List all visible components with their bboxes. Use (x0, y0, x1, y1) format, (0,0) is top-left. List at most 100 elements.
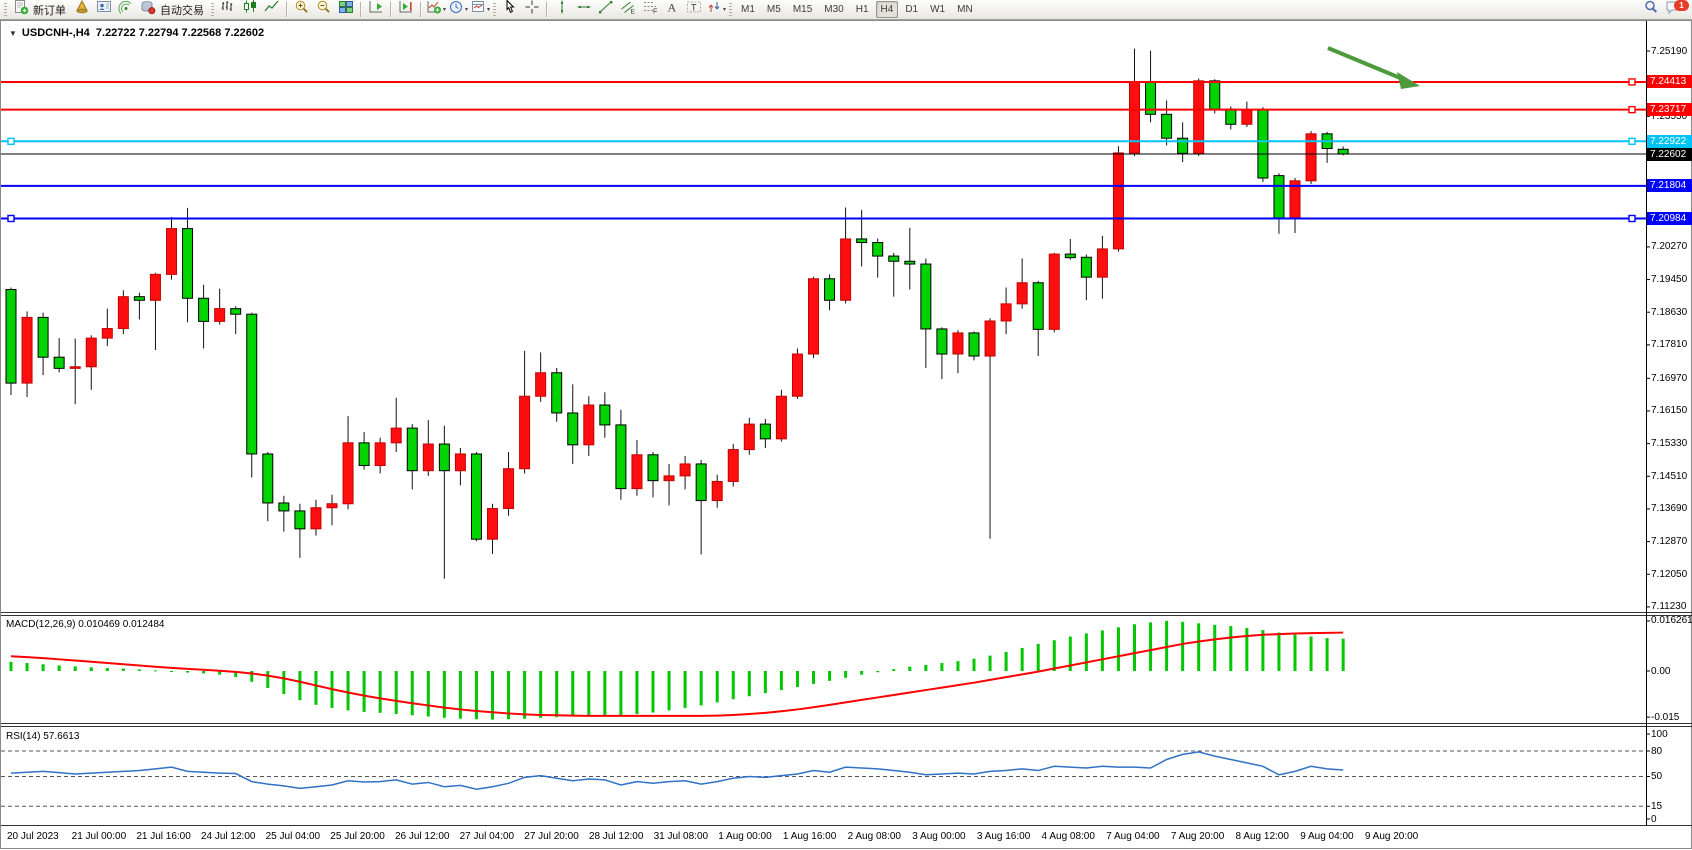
arrow-annotation[interactable] (1327, 46, 1420, 89)
line-handle[interactable] (7, 214, 15, 223)
search-button[interactable] (1640, 0, 1662, 19)
candle (535, 372, 547, 397)
rsi-axis-tick: 80 (1651, 745, 1663, 757)
candle (567, 412, 579, 446)
macd-histogram-bar (779, 671, 783, 691)
line-handle[interactable] (1628, 105, 1636, 114)
candle (1000, 303, 1012, 322)
indicators-button[interactable]: ▾ (425, 1, 447, 19)
time-axis-label: 9 Aug 20:00 (1364, 831, 1419, 842)
macd-histogram-bar (234, 671, 238, 678)
price-tag: 7.20984 (1647, 211, 1692, 225)
macd-histogram-bar (1261, 630, 1265, 671)
chart-title: ▼ USDCNH-,H4 7.22722 7.22794 7.22568 7.22… (9, 27, 264, 39)
rsi-axis-tick: 100 (1651, 728, 1668, 740)
timeframe-d1-button[interactable]: D1 (905, 4, 919, 15)
price-tag: 7.22922 (1647, 134, 1692, 148)
candle (1241, 109, 1253, 125)
candle (262, 453, 274, 504)
rsi-line (10, 751, 1344, 791)
macd-histogram-bar (1084, 633, 1088, 671)
macd-histogram-bar (1229, 626, 1233, 671)
timeframe-w1-button[interactable]: W1 (930, 4, 946, 15)
candle (727, 449, 739, 482)
fibonacci-icon: F (642, 0, 658, 20)
candle (647, 454, 659, 482)
timeframe-m15-button[interactable]: M15 (792, 4, 813, 15)
chevron-down-icon[interactable]: ▾ (722, 7, 726, 13)
bar-chart-button[interactable] (217, 1, 239, 19)
templates-button[interactable]: ▾ (469, 1, 491, 19)
timeframe-h4-button[interactable]: H4 (875, 1, 899, 18)
crosshair-button[interactable] (521, 0, 543, 19)
macd-histogram-bar (940, 663, 944, 671)
price-level-lines[interactable] (1, 78, 1646, 223)
toolbar-grip[interactable] (211, 2, 214, 17)
auto-trading-button[interactable] (137, 1, 159, 19)
toolbar-grip[interactable] (4, 2, 7, 17)
timeframe-h1-button[interactable]: H1 (855, 4, 869, 15)
pane-splitter-rsi[interactable] (1, 721, 1692, 727)
pane-splitter-macd[interactable] (1, 610, 1692, 616)
text-label-button[interactable]: T (683, 1, 705, 19)
price-axis-tick: 7.19450 (1651, 274, 1688, 286)
navigator-button[interactable] (93, 1, 115, 19)
macd-histogram-bar (1181, 621, 1185, 671)
macd-histogram-bar (153, 670, 157, 672)
auto-scroll-button[interactable] (365, 1, 387, 19)
line-handle[interactable] (1628, 214, 1636, 223)
horizontal-line-button[interactable] (573, 1, 595, 19)
macd-histogram-bar (170, 671, 173, 672)
signals-icon (118, 0, 134, 20)
chart-window[interactable]: ▼ USDCNH-,H4 7.22722 7.22794 7.22568 7.22… (0, 20, 1692, 849)
price-axis-tick: 7.12050 (1651, 568, 1688, 580)
timeframe-mn-button[interactable]: MN (957, 4, 973, 15)
chart-canvas[interactable] (1, 21, 1692, 850)
chevron-down-icon[interactable]: ▾ (486, 7, 490, 13)
line-handle[interactable] (1628, 78, 1636, 86)
trendline-button[interactable] (595, 1, 617, 19)
new-order-button[interactable] (10, 0, 32, 19)
market-watch-button[interactable] (71, 0, 93, 19)
cursor-button[interactable] (499, 0, 521, 19)
arrows-button[interactable]: ▾ (705, 1, 727, 19)
time-axis-label: 24 Jul 12:00 (200, 831, 256, 842)
candlestick-button[interactable] (239, 0, 261, 19)
toolbar-grip[interactable] (493, 2, 496, 17)
candle (454, 453, 466, 472)
line-handle[interactable] (1628, 137, 1636, 146)
time-axis-label: 21 Jul 16:00 (136, 831, 191, 842)
line-chart-button[interactable] (261, 0, 283, 19)
candle (759, 423, 771, 440)
chat-button[interactable]: 1 (1662, 0, 1689, 19)
candle (310, 507, 322, 530)
tile-windows-button[interactable] (335, 1, 357, 19)
timeframe-m5-button[interactable]: M5 (766, 4, 781, 15)
macd-histogram-bar (202, 671, 206, 674)
notification-badge[interactable]: 1 (1674, 0, 1689, 11)
timeframe-m30-button[interactable]: M30 (824, 4, 844, 15)
zoom-in-button[interactable] (291, 0, 313, 19)
fibonacci-button[interactable]: F (639, 1, 661, 19)
chevron-down-icon[interactable]: ▾ (464, 7, 468, 13)
text-button[interactable]: A (661, 1, 683, 19)
candle (1032, 282, 1044, 330)
periods-button[interactable]: ▾ (447, 1, 469, 19)
pane-borders (1, 21, 1692, 826)
signals-button[interactable] (115, 0, 137, 20)
collapse-panel-icon[interactable]: ▼ (9, 29, 17, 38)
chart-shift-button[interactable] (395, 1, 417, 19)
zoom-out-button[interactable] (313, 0, 335, 19)
toolbar-grip[interactable] (729, 2, 732, 17)
time-axis-label: 31 Jul 08:00 (653, 831, 709, 842)
line-handle[interactable] (7, 137, 15, 146)
chevron-down-icon[interactable]: ▾ (442, 7, 446, 13)
timeframe-m1-button[interactable]: M1 (741, 4, 755, 15)
candle (856, 238, 868, 244)
candle (808, 278, 819, 355)
vertical-line-button[interactable] (551, 0, 573, 19)
candle (438, 443, 450, 472)
macd-histogram-bar (57, 665, 61, 671)
price-tag: 7.22602 (1647, 147, 1692, 161)
equidistant-channel-button[interactable]: E (617, 1, 639, 19)
